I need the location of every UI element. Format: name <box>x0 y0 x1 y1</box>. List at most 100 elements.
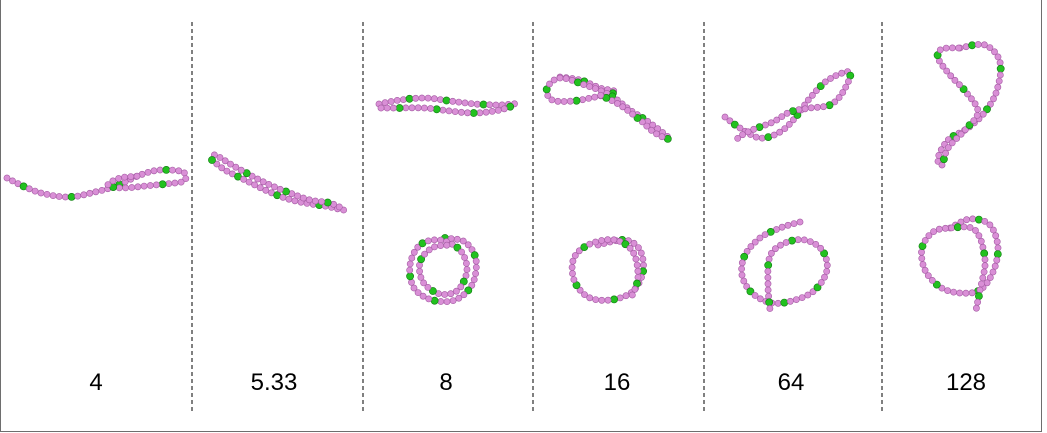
bead <box>804 96 812 104</box>
bead <box>276 185 284 193</box>
bead <box>569 270 576 277</box>
bead <box>251 181 258 189</box>
marker-bead <box>580 243 589 251</box>
bead <box>482 108 490 116</box>
bead <box>55 193 63 200</box>
bead <box>92 188 100 196</box>
marker-bead <box>428 287 437 295</box>
bead <box>798 294 806 301</box>
bead <box>451 108 459 115</box>
bead <box>425 246 433 254</box>
marker-bead <box>459 277 468 286</box>
marker-bead <box>621 240 630 249</box>
bead <box>756 234 764 242</box>
marker-bead <box>453 243 462 252</box>
bead <box>254 175 262 183</box>
bead <box>739 131 746 139</box>
bead <box>761 231 769 238</box>
bead <box>221 157 229 165</box>
bead <box>792 296 800 303</box>
bead <box>918 254 926 262</box>
bead <box>736 124 744 132</box>
bead <box>464 109 471 117</box>
figure-left-border <box>0 0 1 432</box>
bead <box>990 95 997 103</box>
bead <box>747 243 755 250</box>
bead <box>443 241 451 249</box>
bead <box>814 103 821 111</box>
marker-bead <box>975 292 983 300</box>
bead <box>750 125 758 133</box>
bead <box>299 194 307 202</box>
bead <box>989 268 997 276</box>
marker-bead <box>780 298 789 307</box>
bead <box>634 267 642 275</box>
bead <box>592 238 599 246</box>
marker-bead <box>405 94 414 103</box>
bead <box>467 100 475 107</box>
bead <box>996 71 1004 79</box>
marker-bead <box>980 249 989 258</box>
chain-panel-3-top <box>375 94 518 117</box>
marker-bead <box>932 280 941 289</box>
bead <box>245 178 253 186</box>
marker-bead <box>479 100 488 109</box>
marker-bead <box>975 215 983 224</box>
bead <box>820 103 827 111</box>
bead <box>777 241 784 249</box>
bead <box>421 250 428 258</box>
bead <box>809 91 816 99</box>
bead <box>832 72 840 79</box>
marker-bead <box>572 96 581 105</box>
bead <box>969 215 977 223</box>
bead <box>311 197 319 205</box>
bead <box>981 217 989 225</box>
bead <box>134 183 142 191</box>
bead <box>416 267 423 275</box>
bead <box>813 87 820 94</box>
bead <box>424 237 432 245</box>
chain-panel-5-top <box>721 68 855 142</box>
bead <box>427 105 434 112</box>
panel-label-3: 8 <box>439 369 452 396</box>
bead <box>637 249 645 257</box>
bead <box>424 94 432 102</box>
bead <box>964 90 971 98</box>
marker-bead <box>730 120 739 129</box>
bead <box>458 248 465 256</box>
bead <box>812 240 820 248</box>
bead <box>991 48 998 56</box>
bead <box>455 294 463 302</box>
bead <box>658 133 666 141</box>
bead <box>974 41 982 48</box>
bead <box>3 174 11 182</box>
bead <box>305 196 313 204</box>
bead <box>418 94 426 102</box>
bead <box>996 59 1004 67</box>
bead <box>821 78 829 86</box>
bead <box>437 298 445 305</box>
bead <box>921 266 929 274</box>
bead <box>963 216 970 224</box>
bead <box>598 296 606 304</box>
chain-panel-6-top <box>933 41 1005 169</box>
bead <box>947 72 955 80</box>
bead <box>953 135 960 142</box>
marker-bead <box>968 41 976 50</box>
bead <box>648 126 655 134</box>
bead <box>981 256 989 263</box>
bead <box>128 184 136 191</box>
bead <box>970 117 978 124</box>
panel-label-6: 128 <box>946 369 986 396</box>
bead <box>468 281 476 289</box>
bead <box>74 192 82 200</box>
marker-bead <box>996 64 1005 73</box>
bead <box>785 121 793 128</box>
marker-bead <box>506 102 515 111</box>
bead <box>766 305 774 312</box>
marker-bead <box>470 251 479 260</box>
bead <box>764 280 772 288</box>
bead <box>476 109 484 117</box>
bead <box>740 277 748 285</box>
chain-panel-4-bottom <box>568 235 647 304</box>
